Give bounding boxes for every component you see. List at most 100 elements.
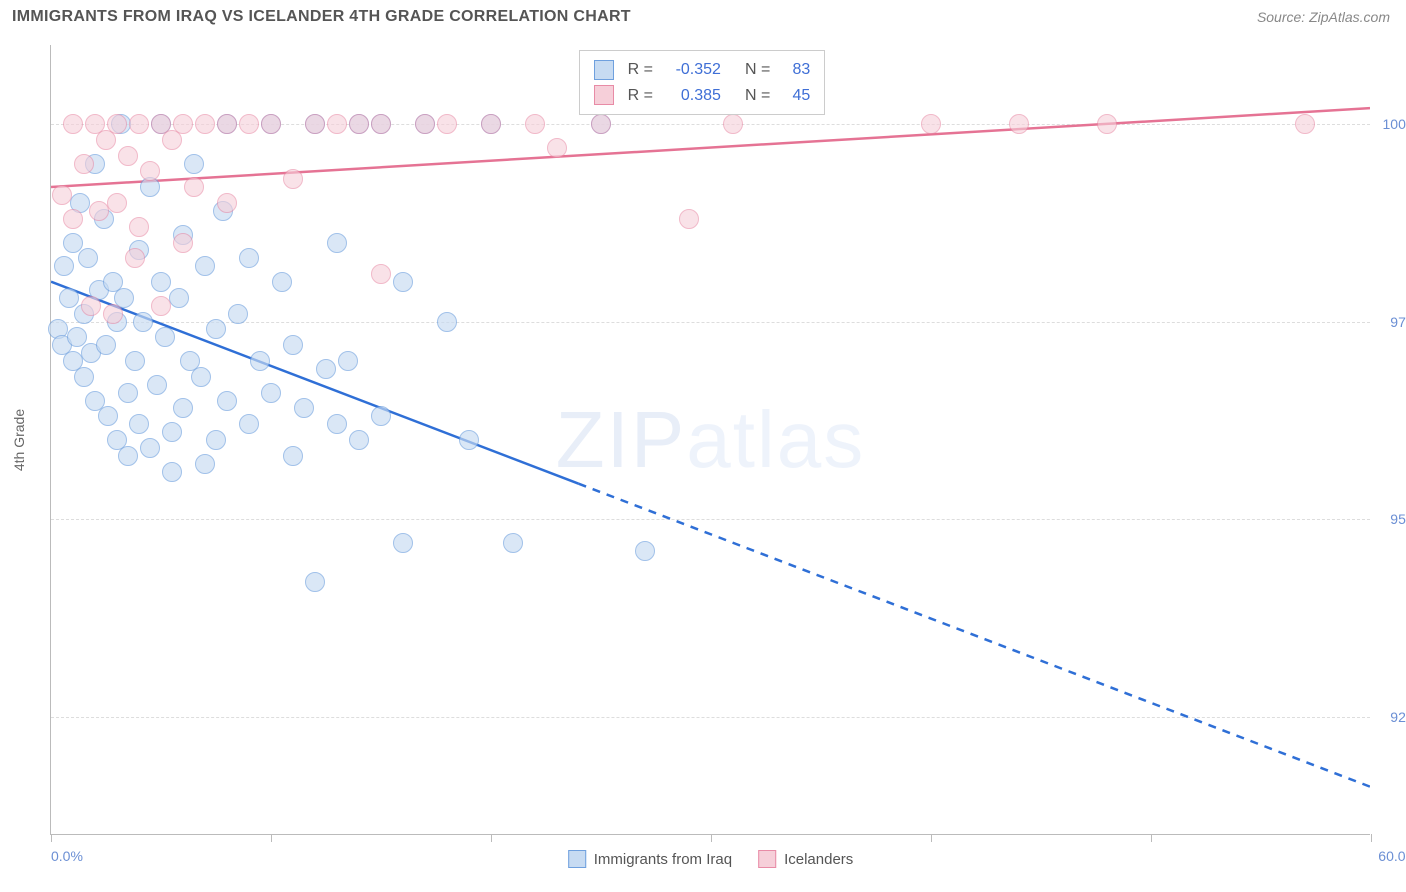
- x-tick: [711, 834, 712, 842]
- data-point-iraq: [155, 327, 175, 347]
- data-point-iraq: [338, 351, 358, 371]
- data-point-icelanders: [723, 114, 743, 134]
- watermark: ZIPatlas: [556, 394, 865, 486]
- data-point-iraq: [118, 446, 138, 466]
- x-tick: [51, 834, 52, 842]
- data-point-icelanders: [63, 114, 83, 134]
- data-point-icelanders: [349, 114, 369, 134]
- data-point-iraq: [162, 422, 182, 442]
- data-point-iraq: [305, 572, 325, 592]
- y-tick-label: 95.0%: [1390, 511, 1406, 527]
- data-point-icelanders: [173, 233, 193, 253]
- source-label: Source: ZipAtlas.com: [1257, 9, 1390, 25]
- data-point-iraq: [206, 319, 226, 339]
- data-point-icelanders: [125, 248, 145, 268]
- data-point-iraq: [78, 248, 98, 268]
- stat-n-label: N =: [745, 57, 770, 83]
- legend-swatch-iraq: [568, 850, 586, 868]
- data-point-iraq: [173, 398, 193, 418]
- data-point-iraq: [206, 430, 226, 450]
- legend-swatch-icelanders: [758, 850, 776, 868]
- gridline: [51, 717, 1370, 718]
- data-point-iraq: [327, 233, 347, 253]
- y-tick-label: 92.5%: [1390, 709, 1406, 725]
- data-point-icelanders: [525, 114, 545, 134]
- data-point-iraq: [217, 391, 237, 411]
- data-point-iraq: [459, 430, 479, 450]
- legend-label: Immigrants from Iraq: [594, 851, 732, 868]
- x-axis-label-min: 0.0%: [51, 848, 83, 864]
- swatch-icelanders: [594, 85, 614, 105]
- stat-r-label: R =: [628, 57, 653, 83]
- data-point-iraq: [239, 414, 259, 434]
- stats-box: R =-0.352N =83R =0.385N =45: [579, 50, 826, 115]
- data-point-iraq: [133, 312, 153, 332]
- y-tick-label: 97.5%: [1390, 314, 1406, 330]
- y-tick-label: 100.0%: [1383, 116, 1406, 132]
- data-point-iraq: [294, 398, 314, 418]
- y-axis-title: 4th Grade: [11, 408, 27, 470]
- data-point-iraq: [371, 406, 391, 426]
- data-point-iraq: [272, 272, 292, 292]
- x-axis-label-max: 60.0%: [1378, 848, 1406, 864]
- stat-r-value: -0.352: [663, 57, 721, 83]
- chart-area: ZIPatlas 4th Grade 92.5%95.0%97.5%100.0%…: [50, 45, 1370, 835]
- data-point-iraq: [98, 406, 118, 426]
- data-point-icelanders: [1097, 114, 1117, 134]
- data-point-iraq: [349, 430, 369, 450]
- data-point-icelanders: [261, 114, 281, 134]
- stats-row-iraq: R =-0.352N =83: [594, 57, 811, 83]
- gridline: [51, 519, 1370, 520]
- gridline: [51, 322, 1370, 323]
- data-point-iraq: [118, 383, 138, 403]
- data-point-icelanders: [103, 304, 123, 324]
- x-tick: [271, 834, 272, 842]
- data-point-icelanders: [217, 114, 237, 134]
- stat-r-value: 0.385: [663, 83, 721, 109]
- data-point-iraq: [503, 533, 523, 553]
- data-point-icelanders: [173, 114, 193, 134]
- data-point-icelanders: [74, 154, 94, 174]
- data-point-icelanders: [327, 114, 347, 134]
- data-point-icelanders: [371, 114, 391, 134]
- data-point-icelanders: [1295, 114, 1315, 134]
- data-point-iraq: [54, 256, 74, 276]
- data-point-icelanders: [305, 114, 325, 134]
- data-point-icelanders: [107, 114, 127, 134]
- legend-label: Icelanders: [784, 851, 853, 868]
- data-point-iraq: [239, 248, 259, 268]
- data-point-icelanders: [283, 169, 303, 189]
- data-point-iraq: [195, 256, 215, 276]
- stat-r-label: R =: [628, 83, 653, 109]
- legend: Immigrants from Iraq Icelanders: [568, 850, 854, 868]
- data-point-iraq: [316, 359, 336, 379]
- data-point-iraq: [228, 304, 248, 324]
- data-point-iraq: [393, 533, 413, 553]
- swatch-iraq: [594, 60, 614, 80]
- data-point-icelanders: [195, 114, 215, 134]
- data-point-icelanders: [63, 209, 83, 229]
- x-tick: [491, 834, 492, 842]
- data-point-iraq: [74, 367, 94, 387]
- stats-row-icelanders: R =0.385N =45: [594, 83, 811, 109]
- data-point-icelanders: [921, 114, 941, 134]
- data-point-iraq: [283, 446, 303, 466]
- data-point-icelanders: [1009, 114, 1029, 134]
- data-point-icelanders: [52, 185, 72, 205]
- chart-title: IMMIGRANTS FROM IRAQ VS ICELANDER 4TH GR…: [12, 8, 631, 26]
- data-point-iraq: [191, 367, 211, 387]
- data-point-icelanders: [140, 161, 160, 181]
- data-point-icelanders: [481, 114, 501, 134]
- legend-item-iraq: Immigrants from Iraq: [568, 850, 732, 868]
- data-point-icelanders: [437, 114, 457, 134]
- data-point-iraq: [437, 312, 457, 332]
- data-point-icelanders: [679, 209, 699, 229]
- data-point-icelanders: [547, 138, 567, 158]
- stat-n-value: 45: [780, 83, 810, 109]
- data-point-iraq: [96, 335, 116, 355]
- data-point-icelanders: [239, 114, 259, 134]
- data-point-iraq: [283, 335, 303, 355]
- legend-item-icelanders: Icelanders: [758, 850, 853, 868]
- data-point-icelanders: [591, 114, 611, 134]
- data-point-icelanders: [81, 296, 101, 316]
